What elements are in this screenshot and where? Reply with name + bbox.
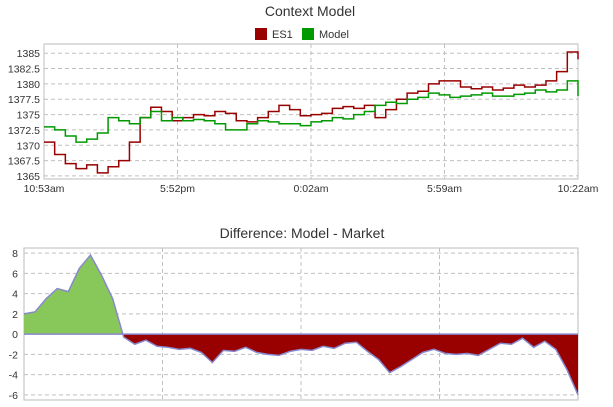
- chart-1-y-tick-label: 1367.5: [8, 156, 40, 168]
- chart-1-y-tick-label: 1365: [17, 171, 41, 183]
- chart-1-y-tick-label: 1370: [17, 140, 41, 152]
- chart-1-y-tick-label: 1385: [17, 48, 41, 60]
- chart-2-y-tick-label: 4: [12, 289, 18, 301]
- chart-2-y-tick-label: 8: [12, 248, 18, 260]
- chart-2-series: [23, 253, 579, 396]
- chart-1-y-tick-label: 1375: [17, 110, 41, 122]
- chart-1-x-tick-label: 10:22am: [558, 183, 599, 195]
- difference-line: [23, 253, 579, 396]
- chart-2-y-tick-label: -6: [9, 390, 18, 402]
- chart-2-title: Difference: Model - Market: [220, 225, 385, 241]
- chart-1-x-tick-label: 5:52pm: [160, 183, 195, 195]
- chart-1-grid: [43, 43, 579, 180]
- legend-swatch-es1: [255, 28, 267, 40]
- chart-1-y-tick-label: 1377.5: [8, 94, 40, 106]
- difference-area-positive: [24, 255, 123, 335]
- chart-1-y-tick-label: 1372.5: [8, 125, 40, 137]
- chart-1-x-tick-label: 5:59am: [427, 183, 462, 195]
- legend-swatch-model: [302, 28, 314, 40]
- series-line-es1: [44, 51, 579, 174]
- chart-1-series: [44, 51, 579, 174]
- chart-1-x-axis: 10:53am 5:52pm 0:02am 5:59am 10:22am: [24, 183, 599, 195]
- legend-label-model: Model: [319, 29, 349, 41]
- legend-label-es1: ES1: [272, 29, 293, 41]
- chart-2-grid: [23, 247, 579, 401]
- chart-2-y-tick-label: -2: [9, 349, 18, 361]
- chart-1-x-tick-label: 0:02am: [293, 183, 328, 195]
- series-line-model: [44, 80, 579, 143]
- chart-1-title: Context Model: [265, 3, 355, 19]
- chart-2-y-axis: -6 -4 -2 0 2 4 6 8: [9, 248, 19, 402]
- chart-2-y-tick-label: 6: [12, 268, 18, 280]
- chart-1-x-tick-label: 10:53am: [24, 183, 65, 195]
- chart-1-y-axis: 1365 1367.5 1370 1372.5 1375 1377.5 1380 1382.5…: [8, 48, 40, 183]
- chart-2-y-tick-label: 0: [12, 329, 18, 341]
- chart-1-y-tick-label: 1382.5: [8, 64, 40, 76]
- difference-area-negative: [122, 334, 578, 395]
- chart-1-y-tick-label: 1380: [17, 79, 41, 91]
- chart-2-y-tick-label: 2: [12, 309, 18, 321]
- chart-1-legend: ES1 Model: [255, 28, 349, 41]
- chart-2-y-tick-label: -4: [9, 370, 18, 382]
